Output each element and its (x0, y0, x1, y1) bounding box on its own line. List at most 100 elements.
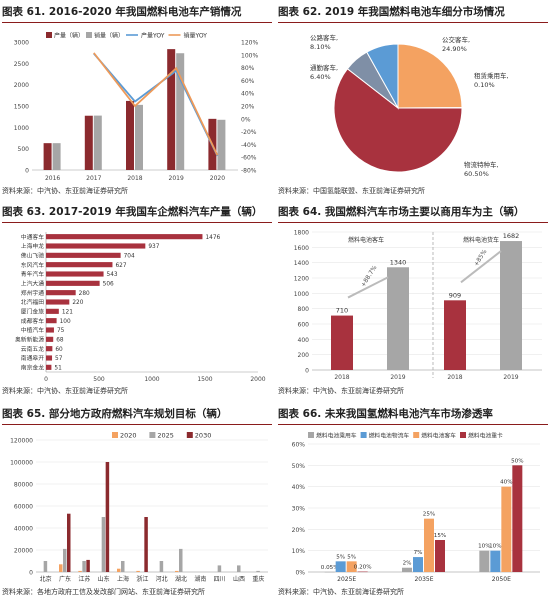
legend-label: 燃料电池客车 (421, 432, 456, 440)
bar (444, 300, 466, 370)
data-label: 543 (107, 272, 118, 278)
y-tick-label: 0% (295, 570, 305, 577)
x-tick-label: 2017 (86, 175, 101, 182)
x-tick-label: 2018 (334, 374, 349, 381)
chart-source: 资料来源：中汽协、东亚前海证券研究所 (278, 387, 404, 395)
bar-2025 (82, 561, 86, 572)
bar-燃料电池客车 (424, 518, 434, 572)
chart-source: 资料来源：各地方政府工信及发改部门网站、东亚前海证券研究所 (2, 588, 205, 596)
bar-2030 (144, 517, 148, 572)
bar-燃料电池重卡 (435, 540, 445, 572)
bar-燃料电池重卡 (357, 571, 368, 573)
chart-title: 图表 61. 2016-2020 年我国燃料电池车产销情况 (2, 2, 272, 23)
data-label: 60 (55, 347, 63, 353)
data-label: 627 (115, 263, 126, 269)
data-label: 909 (449, 291, 461, 299)
slice-value: 8.10% (310, 43, 331, 51)
bar-2030 (67, 513, 71, 572)
legend-swatch (112, 432, 118, 438)
slice-value: 24.90% (442, 45, 467, 53)
growth-annotation: +85% (473, 248, 489, 268)
legend-swatch (360, 432, 367, 438)
panel-fc-segment-share: 图表 62. 2019 年我国燃料电池车细分市场情况 公交客车, 24.90% 租赁… (278, 2, 548, 198)
y-tick-label: 20000 (14, 548, 33, 555)
legend-label: 销量（辆） (94, 32, 124, 40)
y2-tick-label: -60% (241, 155, 257, 162)
x-tick-label: 2050E (492, 576, 511, 583)
chart-commercial-vehicles: 0 200 400 600 800 1000 1200 1400 1600 1800 燃料电池客车 燃… (294, 230, 542, 381)
category-label: 青年汽车 (21, 270, 44, 278)
category-label: 奥新新能源 (15, 336, 44, 344)
chart-source: 资料来源：中汽协、东亚前海证券研究所 (2, 387, 128, 395)
y2-tick-label: 100% (241, 52, 258, 59)
bar (331, 315, 353, 370)
x-tick-label: 2018 (127, 175, 142, 182)
bar-燃料电池乘用车 (324, 571, 335, 573)
x-tick-label: 四川 (214, 576, 226, 583)
bar (500, 241, 522, 370)
panel-local-targets: 图表 65. 部分地方政府燃料汽车规划目标（辆） 2020 2025 2030 0 20… (2, 404, 272, 599)
bar-2020 (59, 564, 63, 572)
x-tick-label: 上海 (117, 575, 129, 583)
y-tick-label: 60% (292, 442, 306, 449)
y-tick-label: 20% (292, 527, 306, 534)
category-label: 南京金龙 (21, 364, 44, 372)
group-label: 燃料电池货车 (463, 236, 499, 244)
bar-燃料电池重卡 (512, 465, 523, 572)
bar-2025 (101, 517, 106, 572)
bar-2020 (136, 570, 140, 572)
bar (46, 271, 104, 277)
data-label: 1476 (205, 235, 220, 241)
legend-swatch (413, 432, 420, 438)
bar-sales (217, 119, 226, 170)
bar-production (167, 49, 176, 170)
x-tick-label: 重庆 (252, 575, 264, 583)
y-tick-label: 60000 (14, 504, 33, 511)
bar-燃料电池乘用车 (402, 567, 412, 572)
chart-penetration-rate: 燃料电池乘用车 燃料电池物流车 燃料电池客车 燃料电池重卡 0% 10% 20% 30% 40%… (292, 432, 540, 583)
y2-tick-label: 40% (241, 91, 255, 98)
category-label: 东风汽车 (21, 261, 44, 269)
y-tick-label: 2500 (14, 61, 29, 68)
y-tick-label: 1200 (294, 276, 309, 283)
category-label: 厦门金旅 (21, 308, 44, 316)
bar-sales (93, 115, 102, 170)
slice-label: 租赁乘用车, (474, 71, 509, 80)
bar (46, 318, 57, 324)
pie-slice-2 (333, 68, 463, 173)
data-label: 40% (500, 480, 512, 486)
x-tick-label: 广东 (59, 575, 71, 583)
bar (46, 290, 76, 296)
y-tick-label: 0 (25, 168, 29, 175)
chart-source: 资料来源：中汽协、东亚前海证券研究所 (278, 588, 404, 596)
slice-value: 60.50% (464, 170, 489, 178)
bar-燃料电池客车 (501, 486, 512, 572)
bar (46, 355, 53, 361)
bar-production (126, 100, 134, 170)
category-label: 云南五龙 (21, 345, 44, 353)
bar-2025 (159, 561, 164, 572)
y-tick-label: 1600 (294, 245, 309, 252)
bar-燃料电池乘用车 (479, 550, 490, 572)
data-label: 15% (434, 533, 446, 539)
y-tick-label: 1800 (294, 230, 309, 237)
legend-swatch (86, 32, 92, 38)
bar (46, 336, 54, 342)
y-tick-label: 10% (292, 548, 306, 555)
panel-automaker-output: 图表 63. 2017-2019 年我国车企燃料汽车产量（辆） 0 500 1000… (2, 202, 272, 398)
data-label: 121 (62, 310, 73, 316)
bar-2025 (217, 565, 222, 572)
bar-燃料电池客车 (346, 561, 357, 572)
y2-tick-label: -80% (241, 168, 257, 175)
y2-tick-label: -20% (241, 129, 257, 136)
bar-sales (135, 104, 143, 170)
x-tick-label: 2019 (390, 374, 405, 381)
y2-tick-label: 80% (241, 65, 255, 72)
y-tick-label: 0 (29, 570, 33, 577)
chart-title: 图表 66. 未来我国氢燃料电池汽车市场渗透率 (278, 404, 548, 425)
x-tick-label: 2016 (45, 175, 60, 182)
legend-swatch (186, 432, 193, 438)
growth-annotation: +88.7% (360, 264, 379, 288)
x-tick-label: 2025E (337, 576, 356, 583)
y-tick-label: 500 (18, 146, 30, 153)
